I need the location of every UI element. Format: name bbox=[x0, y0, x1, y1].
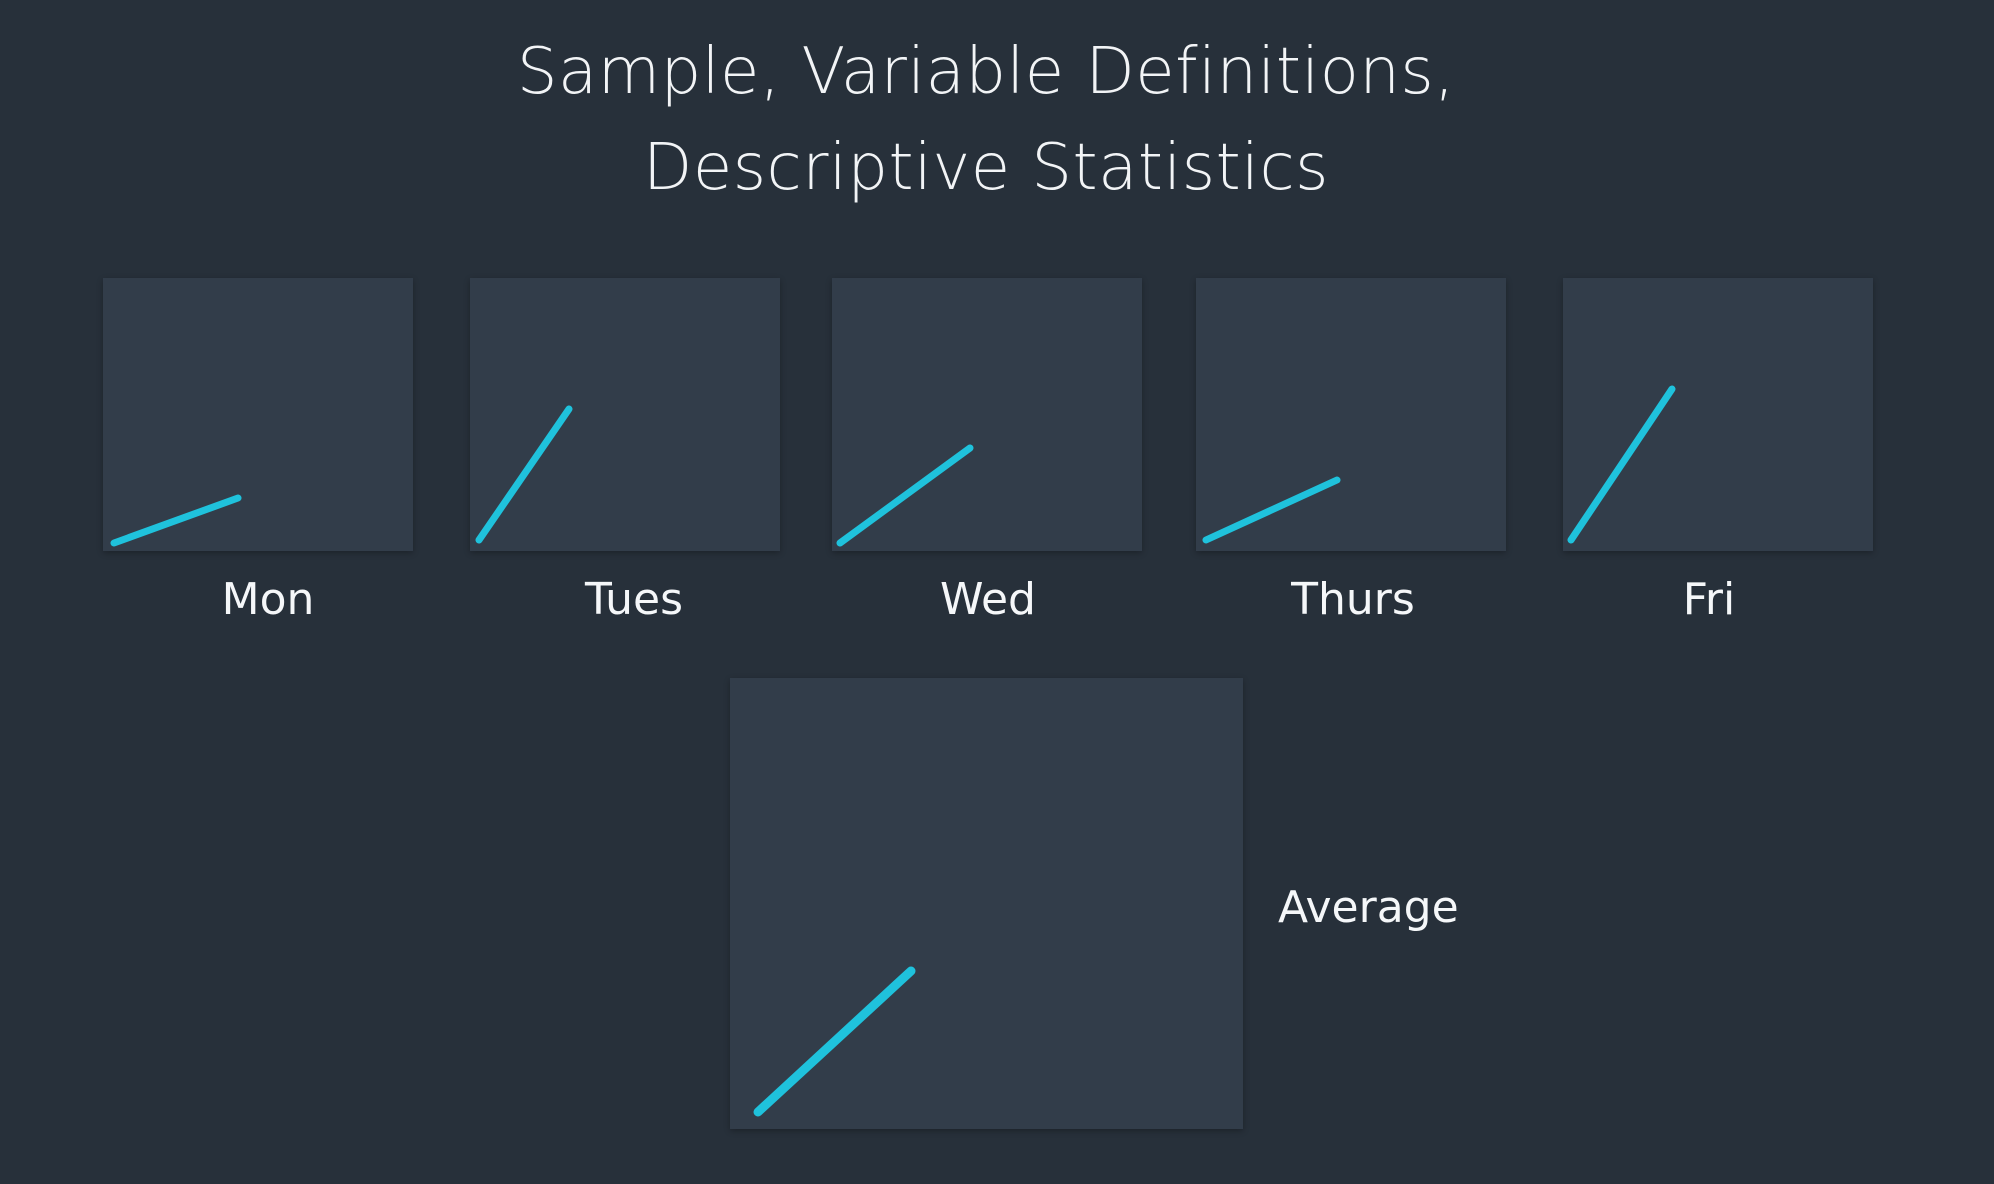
title-line-1: Sample, Variable Definitions, bbox=[516, 35, 1456, 109]
panel-average bbox=[730, 678, 1243, 1129]
day-label-wed: Wed bbox=[940, 574, 1036, 625]
panel-mon-plot bbox=[110, 494, 242, 547]
tues-trend-line bbox=[475, 405, 573, 544]
day-label-tues: Tues bbox=[584, 574, 684, 625]
panel-fri-plot bbox=[1567, 385, 1676, 544]
day-label-fri: Fri bbox=[1682, 574, 1736, 625]
day-label-mon: Mon bbox=[221, 574, 315, 625]
panel-thurs-plot bbox=[1202, 476, 1341, 544]
panel-mon bbox=[103, 278, 413, 551]
panel-average-plot bbox=[753, 966, 916, 1117]
page-title: Sample, Variable Definitions, Descriptiv… bbox=[0, 24, 1972, 216]
thurs-trend-line bbox=[1202, 476, 1341, 544]
panel-fri bbox=[1563, 278, 1873, 551]
title-line-2: Descriptive Statistics bbox=[643, 131, 1329, 205]
panel-tues-plot bbox=[475, 405, 573, 544]
wed-trend-line bbox=[836, 444, 974, 547]
panel-wed-plot bbox=[836, 444, 974, 547]
fri-trend-line bbox=[1567, 385, 1676, 544]
panel-tues bbox=[470, 278, 780, 551]
panel-wed bbox=[832, 278, 1142, 551]
mon-trend-line bbox=[110, 494, 242, 547]
panel-thurs bbox=[1196, 278, 1506, 551]
average-label: Average bbox=[1278, 882, 1459, 933]
average-trend-line bbox=[753, 966, 916, 1117]
day-label-thurs: Thurs bbox=[1291, 574, 1415, 625]
